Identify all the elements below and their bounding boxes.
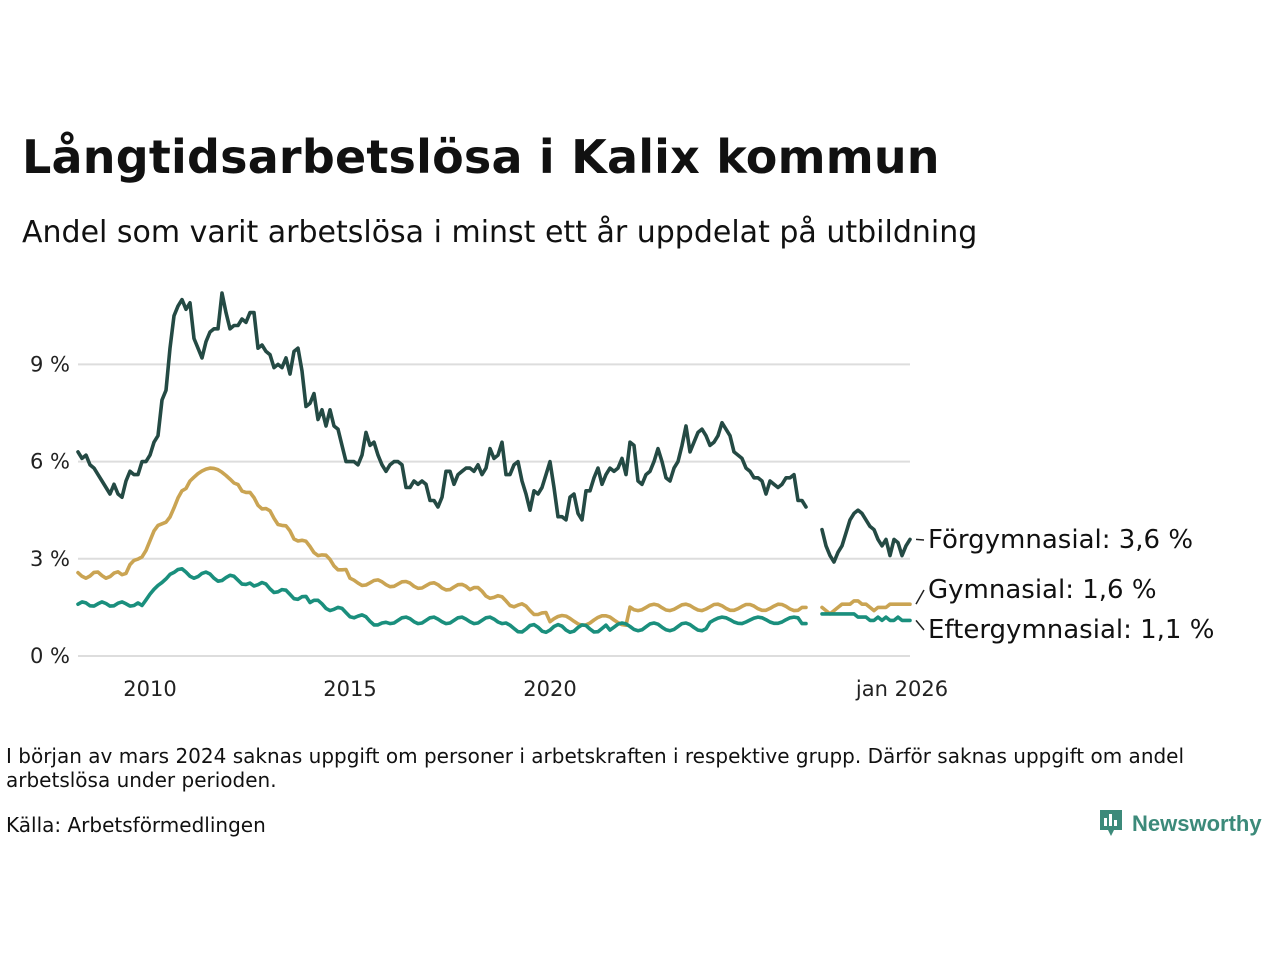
y-axis: 0 % 3 % 6 % 9 % <box>30 352 70 668</box>
series-line-eftergymnasial <box>820 612 912 623</box>
series-line-eftergymnasial <box>76 567 808 635</box>
y-tick-label: 6 % <box>30 450 70 474</box>
source: Källa: Arbetsförmedlingen <box>6 813 266 837</box>
newsworthy-logo: Newsworthy <box>1098 808 1262 840</box>
label-connector <box>915 619 925 631</box>
chart-title: Långtidsarbetslösa i Kalix kommun <box>22 130 940 184</box>
series-label-eftergymnasial: Eftergymnasial: 1,1 % <box>928 615 1214 645</box>
x-tick-label: 2015 <box>323 677 376 701</box>
x-axis: 2010 2015 2020 jan 2026 <box>123 677 948 701</box>
series-lines <box>76 291 912 635</box>
footnote: I början av mars 2024 saknas uppgift om … <box>6 744 1185 792</box>
label-connector <box>915 538 925 541</box>
y-tick-label: 0 % <box>30 644 70 668</box>
series-line-förgymnasial <box>76 291 808 522</box>
y-tick-label: 3 % <box>30 547 70 571</box>
newsworthy-logo-icon <box>1100 810 1122 836</box>
series-labels: Förgymnasial: 3,6 % Gymnasial: 1,6 % Efter… <box>915 525 1214 645</box>
x-tick-label: 2020 <box>523 677 576 701</box>
x-tick-label: jan 2026 <box>855 677 948 701</box>
line-chart: 0 % 3 % 6 % 9 % 2010 2015 2020 jan 2026 Förgym… <box>30 291 1214 701</box>
x-tick-label: 2010 <box>123 677 176 701</box>
series-line-gymnasial <box>820 599 912 616</box>
series-line-gymnasial <box>76 466 808 627</box>
series-label-gymnasial: Gymnasial: 1,6 % <box>928 575 1157 605</box>
chart-subtitle: Andel som varit arbetslösa i minst ett å… <box>22 215 978 250</box>
logo-text: Newsworthy <box>1132 811 1262 836</box>
series-label-förgymnasial: Förgymnasial: 3,6 % <box>928 525 1193 555</box>
label-connector <box>915 589 925 605</box>
grid <box>78 363 910 657</box>
y-tick-label: 9 % <box>30 352 70 376</box>
series-line-förgymnasial <box>820 508 912 564</box>
